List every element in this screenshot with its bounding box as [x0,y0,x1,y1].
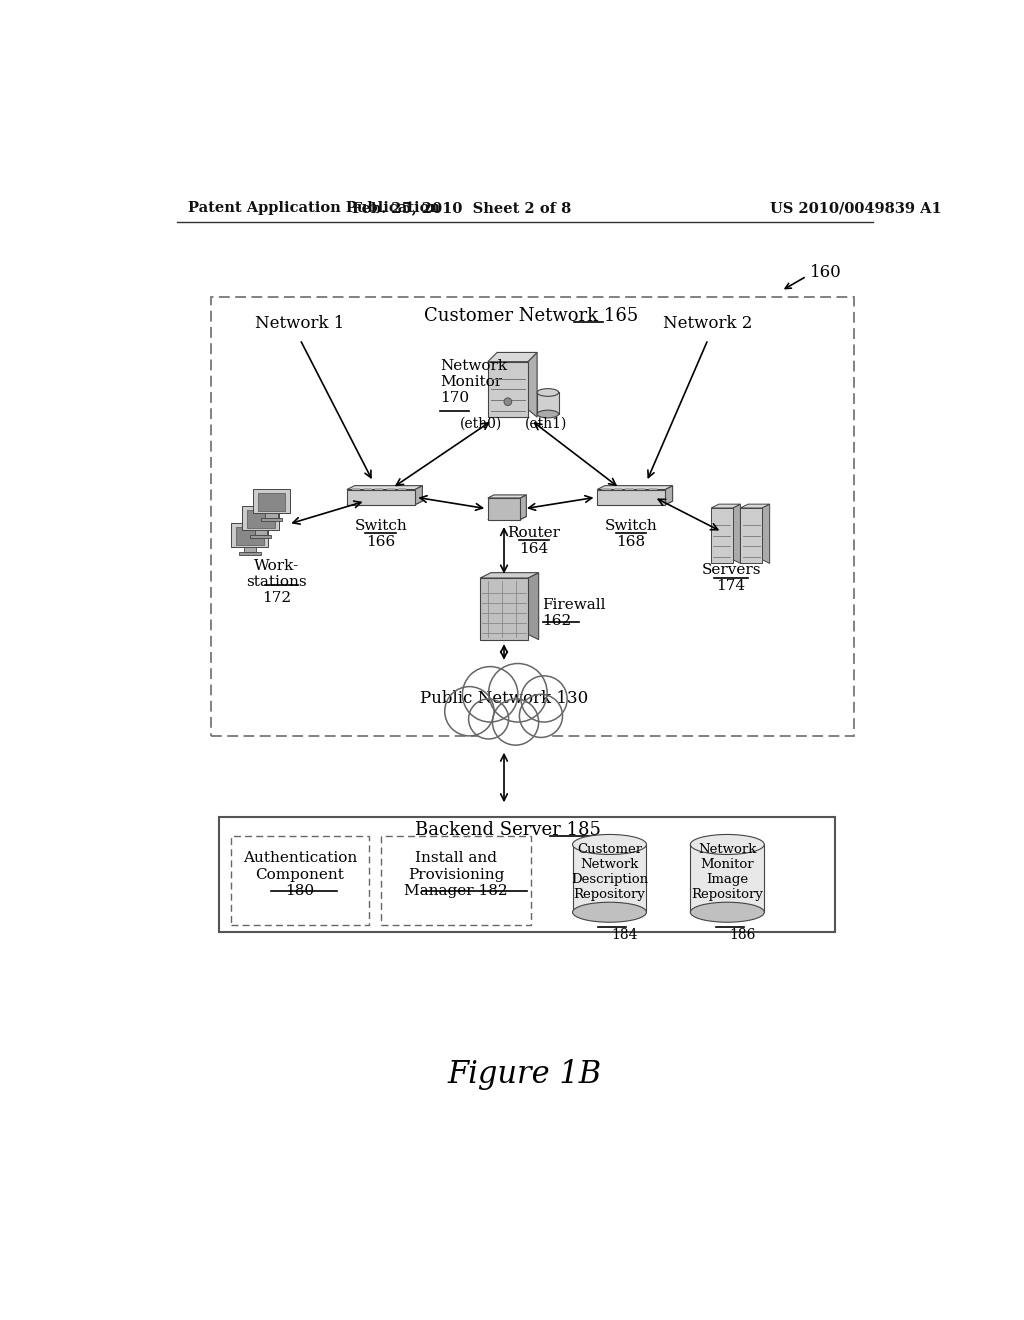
Ellipse shape [538,388,559,396]
Polygon shape [261,517,283,521]
Circle shape [488,664,547,722]
Polygon shape [415,486,422,506]
FancyBboxPatch shape [230,836,370,924]
Polygon shape [740,504,770,508]
Circle shape [521,676,567,722]
Polygon shape [258,494,286,511]
Polygon shape [711,508,733,564]
Polygon shape [487,516,526,520]
Polygon shape [733,504,740,564]
Polygon shape [597,486,673,490]
Polygon shape [665,486,673,506]
Text: Firewall
162: Firewall 162 [543,598,606,628]
Polygon shape [480,573,539,578]
Polygon shape [243,506,280,531]
Polygon shape [487,495,526,498]
Polygon shape [528,573,539,640]
Polygon shape [572,845,646,912]
Polygon shape [520,495,526,520]
Polygon shape [740,508,762,564]
Text: 184: 184 [611,928,638,942]
Polygon shape [487,362,528,417]
Text: Public Network 130: Public Network 130 [420,690,588,708]
Ellipse shape [690,834,764,854]
Text: Customer
Network
Description
Repository: Customer Network Description Repository [571,843,648,902]
Polygon shape [237,527,264,545]
Polygon shape [247,511,274,528]
Circle shape [519,694,562,738]
Text: Network
Monitor
Image
Repository: Network Monitor Image Repository [691,843,763,902]
Circle shape [463,667,518,722]
FancyBboxPatch shape [381,836,531,924]
Text: (eth0): (eth0) [460,417,502,432]
Polygon shape [711,504,740,508]
Polygon shape [240,552,261,554]
Text: Figure 1B: Figure 1B [447,1059,602,1090]
Polygon shape [487,352,538,362]
Ellipse shape [572,834,646,854]
Polygon shape [255,531,267,535]
Text: US 2010/0049839 A1: US 2010/0049839 A1 [770,202,941,215]
Circle shape [469,700,509,739]
Polygon shape [250,535,271,539]
Polygon shape [690,845,764,912]
Text: 160: 160 [810,264,842,281]
Text: Servers
174: Servers 174 [701,562,761,593]
Text: Backend Server 185: Backend Server 185 [415,821,601,838]
Text: Switch
168: Switch 168 [605,519,657,549]
Polygon shape [762,504,770,564]
Ellipse shape [572,903,646,923]
Text: Work-
stations
172: Work- stations 172 [247,558,307,605]
Polygon shape [244,548,256,552]
Circle shape [493,700,539,744]
Polygon shape [487,498,520,520]
Polygon shape [597,490,665,506]
Text: Patent Application Publication: Patent Application Publication [188,202,440,215]
Polygon shape [253,488,290,513]
Ellipse shape [690,903,764,923]
Text: Router
164: Router 164 [507,525,560,556]
Ellipse shape [538,411,559,418]
Polygon shape [265,513,278,517]
Polygon shape [528,352,538,417]
Text: Switch
166: Switch 166 [354,519,408,549]
Polygon shape [480,578,528,640]
Polygon shape [347,486,422,490]
Text: Network 2: Network 2 [664,315,753,333]
Circle shape [444,686,494,737]
Text: Feb. 25, 2010  Sheet 2 of 8: Feb. 25, 2010 Sheet 2 of 8 [352,202,571,215]
Polygon shape [597,502,673,506]
Polygon shape [231,523,268,548]
Text: Customer Network 165: Customer Network 165 [424,308,638,325]
Polygon shape [347,490,415,506]
Text: Authentication
Component
180: Authentication Component 180 [243,851,357,898]
Text: Network
Monitor
170: Network Monitor 170 [440,359,507,405]
FancyBboxPatch shape [219,817,836,932]
Text: Install and
Provisioning
Manager 182: Install and Provisioning Manager 182 [404,851,508,898]
Polygon shape [538,392,559,414]
Circle shape [504,397,512,405]
Text: Network 1: Network 1 [255,315,345,333]
Text: (eth1): (eth1) [525,417,567,432]
Polygon shape [347,502,422,506]
Text: 186: 186 [729,928,756,942]
